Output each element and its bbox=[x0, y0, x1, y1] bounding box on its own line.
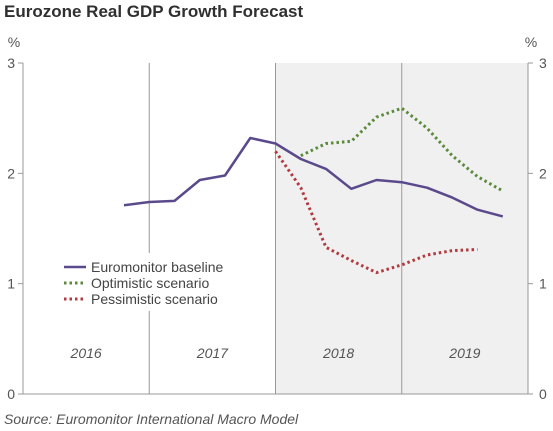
y-unit-left: % bbox=[8, 34, 20, 50]
chart-source: Source: Euromonitor International Macro … bbox=[4, 411, 299, 427]
year-label: 2016 bbox=[70, 345, 102, 361]
y-tick-label-left: 3 bbox=[7, 55, 15, 71]
series-lines bbox=[123, 106, 504, 275]
chart-title: Eurozone Real GDP Growth Forecast bbox=[4, 2, 304, 21]
legend-label-baseline: Euromonitor baseline bbox=[91, 259, 224, 275]
legend-label-optimistic: Optimistic scenario bbox=[91, 275, 209, 291]
y-tick-label-right: 2 bbox=[539, 165, 547, 181]
legend-label-pessimistic: Pessimistic scenario bbox=[91, 291, 218, 307]
legend-box bbox=[57, 253, 262, 311]
year-labels: 2016 2017 2018 2019 bbox=[70, 345, 481, 361]
year-dividers bbox=[148, 63, 403, 394]
year-label: 2018 bbox=[322, 345, 354, 361]
y-ticks: 0 0 1 1 2 2 3 3 bbox=[7, 55, 547, 402]
year-label: 2017 bbox=[196, 345, 229, 361]
y-tick-label-left: 1 bbox=[7, 276, 15, 292]
y-tick-label-left: 2 bbox=[7, 165, 15, 181]
y-tick-label-right: 3 bbox=[539, 55, 547, 71]
series-line-pessimistic bbox=[274, 150, 478, 275]
y-tick-label-left: 0 bbox=[7, 386, 15, 402]
year-label: 2019 bbox=[448, 345, 480, 361]
series-line-baseline bbox=[123, 136, 504, 218]
y-unit-right: % bbox=[525, 34, 537, 50]
y-tick-label-right: 1 bbox=[539, 276, 547, 292]
y-tick-label-right: 0 bbox=[539, 386, 547, 402]
